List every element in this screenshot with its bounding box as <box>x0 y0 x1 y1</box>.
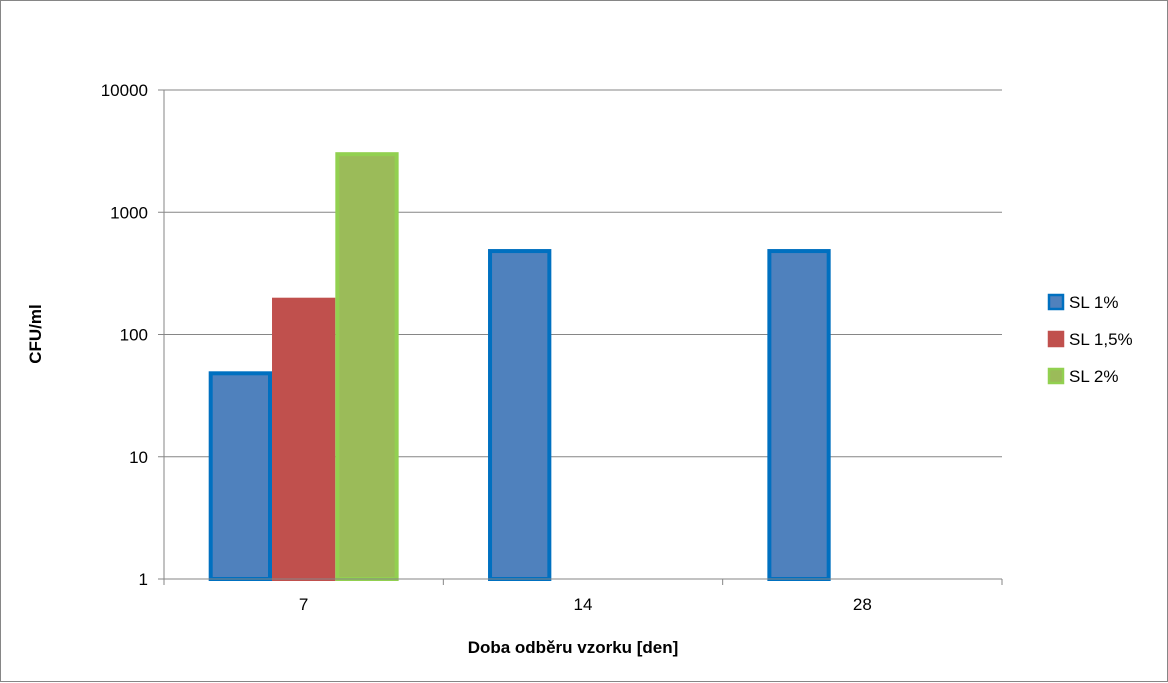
bar <box>272 297 336 581</box>
bar <box>208 371 273 581</box>
y-tick-label: 100 <box>120 326 148 345</box>
bar <box>335 152 399 581</box>
legend-swatch <box>1047 367 1065 385</box>
legend-swatch <box>1047 330 1065 348</box>
legend-label: SL 1,5% <box>1069 330 1133 349</box>
y-axis-title: CFU/ml <box>26 304 45 364</box>
x-tick-label: 28 <box>853 595 872 614</box>
x-tick-label: 14 <box>574 595 593 614</box>
legend-label: SL 1% <box>1069 293 1118 312</box>
x-tick-label: 7 <box>299 595 308 614</box>
bar <box>488 249 552 582</box>
y-tick-label: 10 <box>129 448 148 467</box>
x-axis-title: Doba odběru vzorku [den] <box>468 638 679 657</box>
axes <box>158 89 1003 585</box>
y-tick-label: 1000 <box>110 203 148 222</box>
legend-label: SL 2% <box>1069 367 1118 386</box>
y-axis-tick-labels: 1 10 100 1000 10000 <box>101 81 148 589</box>
bars <box>208 152 831 582</box>
x-axis-tick-labels: 7 14 28 <box>299 595 872 614</box>
y-tick-label: 10000 <box>101 81 148 100</box>
legend: SL 1% SL 1,5% SL 2% <box>1047 293 1133 386</box>
y-tick-label: 1 <box>139 570 148 589</box>
legend-swatch <box>1047 293 1065 311</box>
bar <box>767 249 831 582</box>
